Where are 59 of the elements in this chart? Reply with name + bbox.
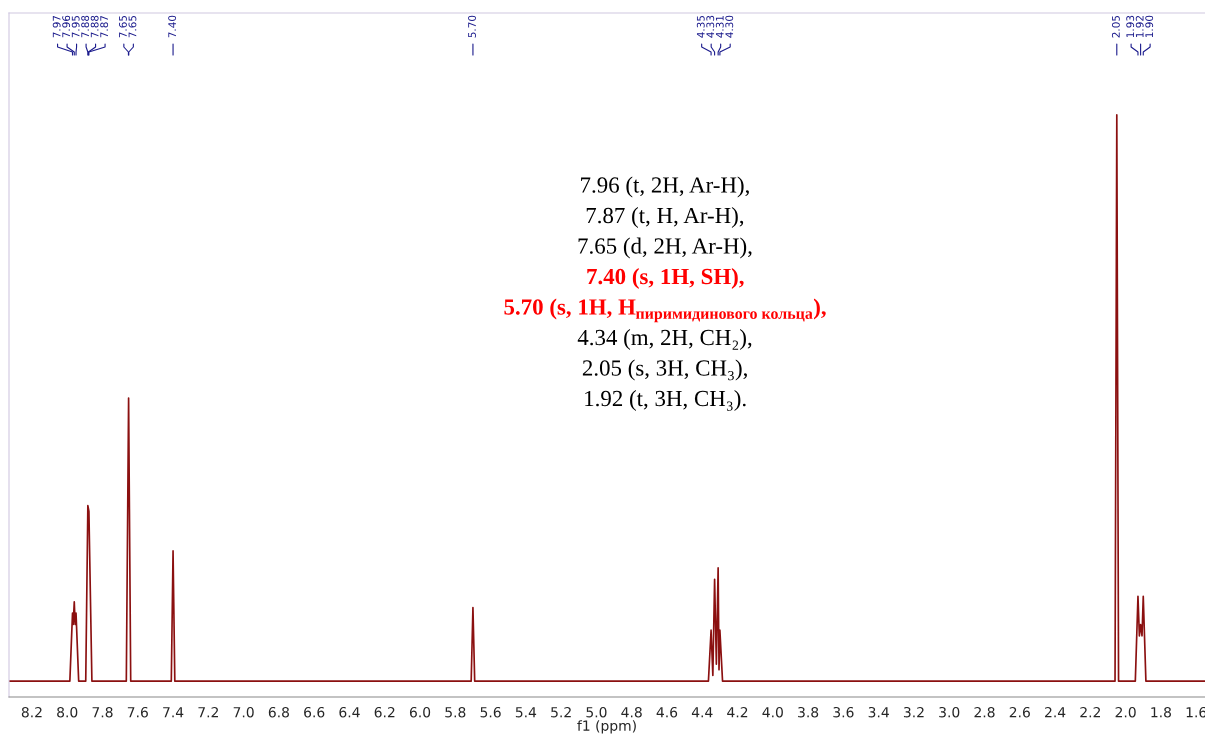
x-tick-label: 5.8 — [445, 706, 466, 718]
x-tick-label: 3.2 — [903, 706, 924, 718]
annotation: 4.30 — [725, 15, 734, 38]
x-tick-label: 6.4 — [339, 706, 360, 718]
x-tick-label: 3.0 — [939, 706, 960, 718]
annotation: 7.88 — [90, 15, 99, 38]
x-tick-label: 3.4 — [868, 706, 889, 718]
x-tick-label: 6.6 — [304, 706, 325, 718]
annotation: 4.34 (m, 2H, CH₂), — [577, 329, 752, 350]
x-tick-label: 3.6 — [833, 706, 854, 718]
annotation: 7.65 — [118, 15, 127, 38]
annotation: 7.40 — [168, 15, 177, 38]
x-tick-label: 7.4 — [163, 707, 184, 718]
x-tick-label: 6.2 — [374, 706, 395, 718]
annotation: 5.70 — [468, 15, 476, 38]
x-axis-title: f1 (ppm) — [577, 720, 636, 734]
x-tick-label: 7.8 — [92, 706, 113, 718]
annotation: 7.95 — [71, 15, 80, 38]
annotation: 1.93 — [1126, 15, 1135, 38]
x-tick-label: 8.0 — [57, 706, 78, 718]
annotation: 4.31 — [715, 15, 724, 38]
x-tick-label: 5.0 — [586, 706, 607, 718]
annotation: 7.40 (s, 1H, SH), — [587, 268, 744, 289]
x-tick-label: 4.2 — [727, 706, 748, 718]
annotation: 7.87 — [100, 15, 109, 38]
x-tick-label: 2.0 — [1115, 706, 1136, 718]
x-tick-label: 2.4 — [1045, 706, 1066, 718]
annotation: 7.87 (t, H, Ar-H), — [586, 207, 744, 228]
annotation: 1.92 (t, 3H, CH₃). — [585, 390, 746, 411]
annotation: 7.65 — [128, 15, 137, 38]
x-tick-label: 7.0 — [233, 706, 254, 718]
annotation: 4.33 — [706, 15, 715, 38]
x-tick-label: 7.6 — [127, 706, 148, 718]
annotation: 7.96 (t, 2H, Ar-H), — [581, 176, 749, 198]
x-tick-label: 5.4 — [515, 707, 537, 718]
x-tick-label: 2.8 — [974, 706, 995, 718]
x-tick-label: 5.6 — [480, 706, 501, 718]
annotation: 7.88 — [81, 15, 90, 38]
x-tick-label: 6.8 — [268, 706, 289, 718]
x-tick-label: 8.2 — [21, 706, 42, 718]
annotation: 4.35 — [696, 15, 705, 38]
x-tick-label: 4.8 — [621, 706, 642, 718]
annotation: 1.90 — [1145, 15, 1154, 38]
x-tick-label: 4.4 — [691, 707, 713, 718]
x-tick-label: 7.2 — [198, 706, 218, 718]
x-tick-label: 3.8 — [798, 706, 819, 718]
annotation: 2.05 (s, 3H, CH₃), — [582, 359, 747, 381]
annotation: 7.97 — [52, 15, 61, 38]
x-tick-label: 1.8 — [1151, 706, 1171, 718]
x-tick-label: 4.0 — [762, 706, 783, 718]
annotation: 7.65 (d, 2H, Ar-H), — [578, 237, 752, 259]
x-tick-label: 4.6 — [656, 706, 678, 718]
x-tick-label: 5.2 — [551, 706, 571, 718]
x-tick-label: 2.6 — [1009, 706, 1030, 718]
annotation: 1.92 — [1135, 16, 1144, 38]
annotation: 2.05 — [1111, 15, 1120, 38]
annotation: 7.96 — [62, 15, 71, 38]
x-tick-label: 6.0 — [409, 706, 431, 718]
x-tick-label: 2.2 — [1080, 706, 1100, 718]
